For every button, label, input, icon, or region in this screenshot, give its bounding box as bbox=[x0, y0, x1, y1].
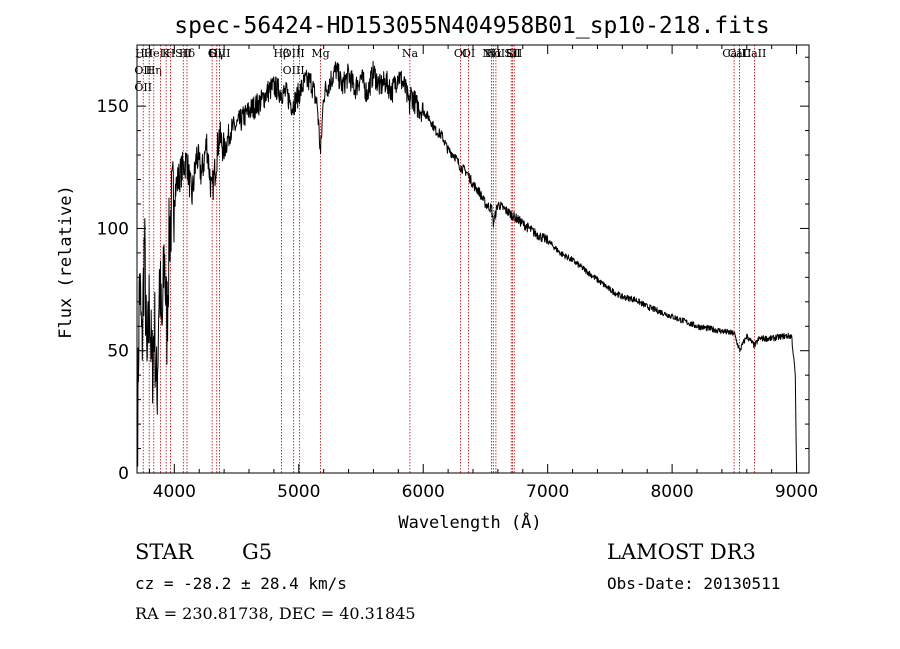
line-label: Hβ bbox=[274, 47, 290, 60]
line-label: OII bbox=[134, 81, 152, 94]
line-label: Hη bbox=[146, 64, 162, 77]
line-label: G bbox=[208, 47, 217, 60]
line-label: CaII bbox=[728, 47, 752, 60]
line-label: SII bbox=[506, 47, 522, 60]
y-axis-label: Flux (relative) bbox=[56, 185, 76, 339]
x-tick-label: 7000 bbox=[526, 482, 569, 502]
survey-name: LAMOST DR3 bbox=[607, 540, 756, 564]
spectrum-trace bbox=[136, 60, 798, 474]
line-label: Hγ bbox=[209, 47, 226, 60]
line-label: NII bbox=[487, 47, 505, 60]
line-label: Hα bbox=[485, 47, 503, 60]
x-tick-label: 6000 bbox=[402, 482, 445, 502]
obs-date: Obs-Date: 20130511 bbox=[607, 574, 781, 593]
y-tick-label: 0 bbox=[118, 464, 129, 484]
redshift-text: cz = -28.2 ± 28.4 km/s bbox=[135, 574, 347, 593]
object-class: STAR bbox=[135, 540, 194, 564]
line-label: CaII bbox=[722, 47, 746, 60]
line-label: K bbox=[162, 47, 171, 60]
chart-title: spec-56424-HD153055N404958B01_sp10-218.f… bbox=[174, 13, 769, 39]
line-label: OII bbox=[134, 64, 152, 77]
line-label: OI bbox=[454, 47, 467, 60]
x-tick-label: 4000 bbox=[153, 482, 196, 502]
x-tick-label: 8000 bbox=[650, 482, 693, 502]
line-label: Na bbox=[402, 47, 419, 60]
line-label: OIII bbox=[208, 47, 230, 60]
line-label: H bbox=[166, 47, 176, 60]
x-axis-label: Wavelength (Å) bbox=[398, 511, 541, 533]
line-label: OI bbox=[462, 47, 475, 60]
coordinates: RA = 230.81738, DEC = 40.31845 bbox=[135, 604, 416, 623]
line-label: Mg bbox=[311, 47, 329, 60]
line-label: SII bbox=[504, 47, 520, 60]
line-label: Hδ bbox=[179, 47, 196, 60]
line-label: HeI bbox=[144, 47, 164, 60]
y-tick-label: 150 bbox=[97, 97, 129, 117]
y-tick-label: 100 bbox=[97, 219, 129, 239]
spectrum-line bbox=[136, 60, 798, 474]
object-subclass: G5 bbox=[242, 540, 273, 564]
line-label: NII bbox=[482, 47, 500, 60]
plot-frame bbox=[136, 44, 810, 474]
line-label: SII bbox=[175, 47, 191, 60]
line-label: OIII bbox=[283, 47, 305, 60]
y-tick-label: 50 bbox=[107, 342, 129, 362]
line-label: CaII bbox=[743, 47, 767, 60]
x-tick-label: 5000 bbox=[277, 482, 320, 502]
line-label: OIII bbox=[283, 64, 305, 77]
line-label: Li bbox=[506, 47, 517, 60]
x-tick-label: 9000 bbox=[775, 482, 818, 502]
axis-ticks: 4000 5000 6000 7000 8000 9000 0 50 100 150 bbox=[97, 45, 818, 502]
